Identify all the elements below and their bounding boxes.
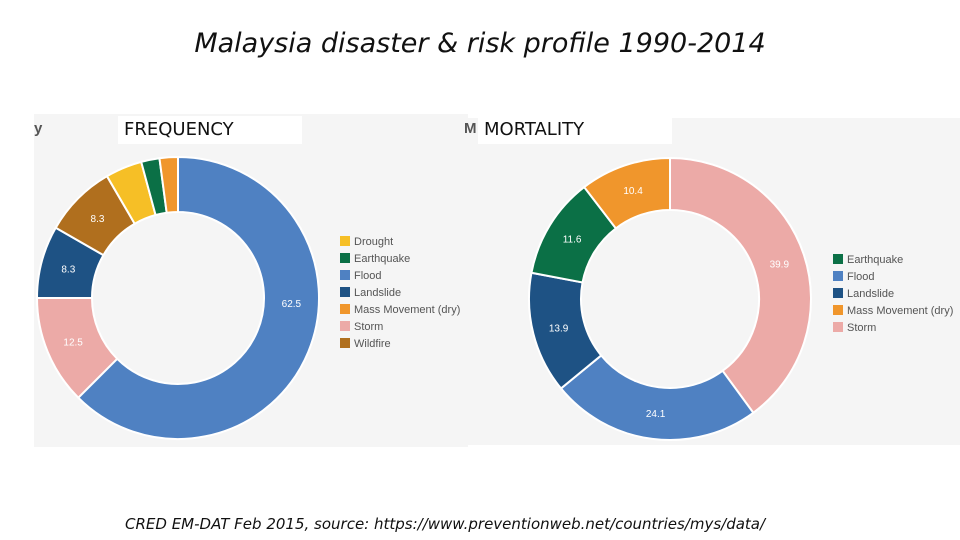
frequency-legend-label-wildfire: Wildfire	[354, 338, 391, 350]
mortality-legend-swatch-storm	[833, 322, 843, 332]
frequency-legend-swatch-landslide	[340, 287, 350, 297]
frequency-data-label-wildfire: 8.3	[91, 214, 105, 225]
mortality-legend-label-flood: Flood	[847, 271, 875, 283]
mortality-slice-mass-movement-dry	[582, 156, 671, 230]
frequency-legend-label-storm: Storm	[354, 321, 383, 333]
mortality-legend-swatch-landslide	[833, 288, 843, 298]
frequency-legend-swatch-wildfire	[340, 338, 350, 348]
frequency-legend-label-earthquake: Earthquake	[354, 253, 410, 265]
frequency-data-label-flood: 62.5	[282, 299, 302, 310]
frequency-legend-label-mass-movement-dry: Mass Movement (dry)	[354, 304, 460, 316]
mortality-data-label-earthquake: 11.6	[563, 235, 582, 246]
mortality-legend-label-mass-movement-dry: Mass Movement (dry)	[847, 305, 953, 317]
mortality-data-label-landslide: 13.9	[549, 323, 569, 334]
frequency-data-label-landslide: 8.3	[61, 265, 75, 276]
frequency-slice-flood	[76, 155, 320, 440]
mortality-legend-swatch-flood	[833, 271, 843, 281]
mortality-slice-storm	[669, 156, 812, 415]
mortality-legend-label-storm: Storm	[847, 322, 876, 334]
frequency-data-label-storm: 12.5	[63, 337, 83, 348]
frequency-legend-swatch-earthquake	[340, 253, 350, 263]
mortality-data-label-storm: 39.9	[770, 259, 790, 270]
frequency-title: FREQUENCY	[118, 116, 302, 144]
frequency-legend-swatch-drought	[340, 236, 350, 246]
frequency-slice-mass-movement-dry	[158, 155, 179, 214]
source-footer: CRED EM-DAT Feb 2015, source: https://ww…	[125, 515, 766, 533]
mortality-data-label-mass-movement-dry: 10.4	[623, 186, 643, 197]
frequency-legend-swatch-mass-movement-dry	[340, 304, 350, 314]
page-title: Malaysia disaster & risk profile 1990-20…	[194, 28, 766, 59]
mortality-legend-label-landslide: Landslide	[847, 288, 894, 300]
frequency-legend-label-landslide: Landslide	[354, 287, 401, 299]
frequency-legend-swatch-storm	[340, 321, 350, 331]
mortality-legend-swatch-earthquake	[833, 254, 843, 264]
mortality-data-label-flood: 24.1	[646, 409, 666, 420]
frequency-cut-label: y	[34, 120, 43, 137]
mortality-cut-label: M	[464, 120, 477, 137]
mortality-legend-label-earthquake: Earthquake	[847, 254, 903, 266]
frequency-legend-label-drought: Drought	[354, 236, 393, 248]
mortality-title: MORTALITY	[478, 116, 672, 144]
frequency-legend-swatch-flood	[340, 270, 350, 280]
frequency-legend-label-flood: Flood	[354, 270, 382, 282]
mortality-legend-swatch-mass-movement-dry	[833, 305, 843, 315]
